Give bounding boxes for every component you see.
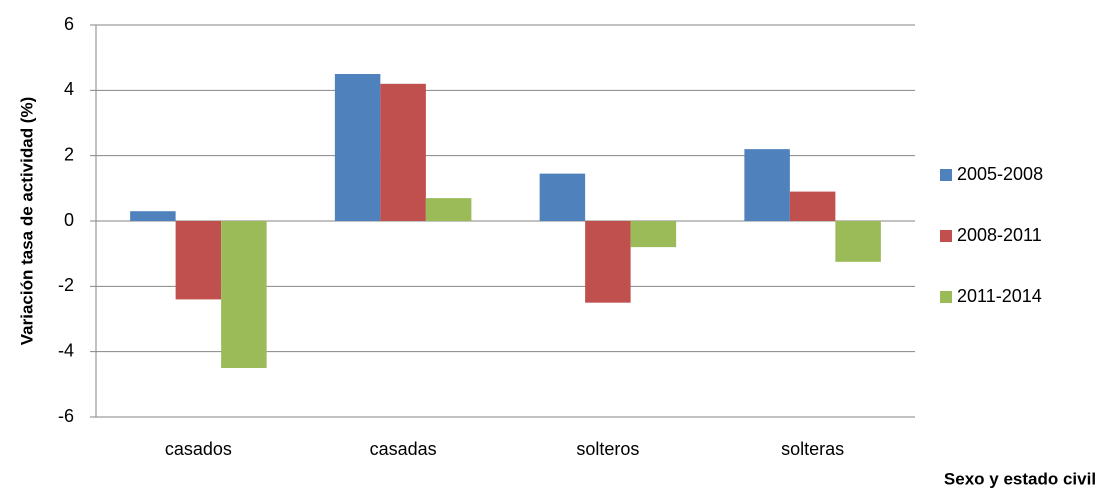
legend-swatch — [940, 291, 952, 303]
bar — [539, 173, 586, 221]
x-tick-label: solteros — [576, 439, 639, 459]
y-tick-label: -6 — [58, 406, 74, 426]
y-tick-label: 6 — [64, 14, 74, 34]
legend-swatch — [940, 230, 952, 242]
y-tick-label: -2 — [58, 275, 74, 295]
y-tick-label: -4 — [58, 340, 74, 360]
y-axis-title: Variación tasa de actividad (%) — [17, 97, 36, 345]
bar — [175, 221, 222, 300]
legend-label: 2011-2014 — [957, 286, 1042, 306]
bar — [380, 83, 426, 221]
x-tick-label: casadas — [370, 439, 437, 459]
bar — [334, 74, 381, 221]
x-axis-title: Sexo y estado civil — [944, 469, 1096, 488]
legend-swatch — [940, 169, 952, 181]
bar — [744, 149, 790, 221]
legend-label: 2008-2011 — [957, 225, 1042, 245]
bar — [130, 211, 176, 221]
legend-label: 2005-2008 — [957, 164, 1043, 184]
bar — [835, 221, 881, 262]
y-tick-label: 4 — [64, 79, 74, 99]
x-tick-label: solteras — [781, 439, 844, 459]
bar — [425, 198, 472, 221]
bar — [789, 191, 836, 221]
bar — [221, 221, 267, 368]
bar — [585, 221, 631, 303]
y-tick-label: 2 — [64, 144, 74, 164]
x-tick-label: casados — [165, 439, 232, 459]
y-tick-label: 0 — [64, 210, 74, 230]
bar — [630, 221, 677, 248]
